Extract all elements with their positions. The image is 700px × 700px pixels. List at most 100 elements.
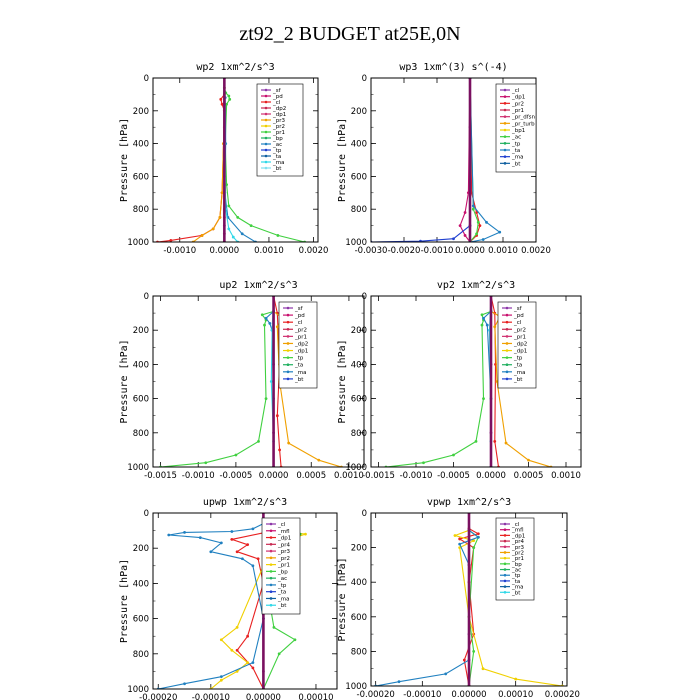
- panel-title: vp2 1xm^2/s^3: [437, 280, 515, 291]
- legend-entry: _pr2: [511, 101, 524, 107]
- y-tick-label: 800: [351, 205, 367, 215]
- legend-entry: _pr1: [511, 108, 524, 114]
- series-point-ta: [209, 550, 213, 554]
- legend-entry: _ta: [277, 590, 286, 596]
- legend-marker: [269, 597, 273, 600]
- chart-panel-4: vp2 1xm^2/s^3 Pressure [hPa] 0 200 400 600 800…: [337, 280, 582, 481]
- legend-entry: _mfl: [511, 528, 524, 534]
- legend-marker: [505, 363, 509, 367]
- y-tick-label: 600: [351, 172, 367, 182]
- legend-entry: _pr1: [272, 130, 285, 136]
- series-point-bp: [272, 626, 276, 629]
- y-tick-label: 1000: [127, 463, 149, 473]
- series-point-dp1: [251, 666, 255, 670]
- legend-marker: [264, 100, 268, 104]
- legend-entry: _pr4: [277, 542, 291, 548]
- series-point-dp1: [246, 543, 250, 547]
- legend-entry: _pr2: [294, 327, 307, 333]
- legend-entry: _dp2: [513, 341, 527, 347]
- plot-frame: [152, 77, 319, 243]
- legend-marker: [503, 528, 507, 531]
- legend-entry: _ta: [511, 148, 520, 154]
- series-point-pr2: [478, 224, 482, 228]
- series-line-tp: [371, 78, 471, 242]
- series-point-bp: [293, 638, 297, 642]
- chart-panel-6: vpwp 1xm^2/s^3 Pressure [hPa] 0 200 400 600 80…: [337, 497, 580, 700]
- legend-marker: [264, 142, 268, 146]
- series-point-dp1: [480, 313, 484, 317]
- series-point-ta: [251, 527, 255, 531]
- series-point-dp1: [230, 538, 234, 541]
- y-tick-label: 800: [133, 429, 149, 439]
- legend-entry: _cl: [277, 522, 286, 528]
- series-point-pr2: [527, 458, 530, 462]
- y-tick-label: 600: [133, 395, 149, 405]
- series-point-pr3: [481, 667, 485, 671]
- legend-box: [256, 83, 304, 177]
- legend-marker: [264, 94, 268, 98]
- legend-entry: _ta: [513, 363, 522, 369]
- series-point-dp1: [264, 397, 268, 400]
- panel-title: wp2 1xm^2/s^3: [196, 62, 274, 73]
- series-point-cl: [278, 448, 281, 452]
- legend-marker: [286, 363, 290, 367]
- panel-title: upwp 1xm^2/s^3: [203, 497, 287, 508]
- legend-entry: _pr3: [511, 545, 525, 551]
- series-point-pr3: [453, 534, 457, 537]
- legend-entry: _ma: [513, 370, 525, 376]
- legend-marker: [503, 573, 507, 577]
- plot-frame: [370, 295, 582, 468]
- x-tick-label: 0.0010: [551, 471, 581, 481]
- series-point-pr3: [219, 678, 223, 682]
- legend-marker: [503, 568, 507, 571]
- x-tick-label: 0.0020: [521, 246, 551, 256]
- y-tick-label: 600: [133, 615, 149, 625]
- legend-marker: [264, 136, 268, 140]
- chart-panel-2: wp3 1xm^(3) s^(-4) Pressure [hPa] 0 200 400 6…: [337, 62, 551, 256]
- legend-entry: _ma: [277, 596, 289, 602]
- legend-marker: [503, 539, 507, 543]
- legend: _cl_mfl_dp1_pr4_pr3_pr2_pr1_bp_ac_tp_ta_…: [495, 517, 535, 601]
- legend-marker: [503, 585, 507, 588]
- series-point-bp: [227, 204, 231, 208]
- legend-entry: _ma: [511, 585, 523, 591]
- legend-entry: _tp: [277, 583, 287, 589]
- legend-entry: _cl: [272, 100, 281, 106]
- legend: _sf_pd_cl_pr2_pr1_dp2 _dp1_tp_ta_ma_bt: [278, 301, 318, 389]
- legend-marker: [505, 349, 509, 352]
- legend: _sf_pd_cl_dp2_dp1_pr3_pr2_pr1_bp_ac_tp_t…: [256, 83, 304, 177]
- y-tick-label: 0: [362, 292, 367, 302]
- series-point-dp1: [263, 323, 266, 327]
- series-line-bt: [223, 78, 239, 242]
- series-point-bp: [227, 94, 231, 98]
- series-point-bt: [269, 380, 273, 383]
- series-point-dp1: [463, 234, 467, 237]
- series-point-cl: [493, 439, 497, 443]
- legend-marker: [505, 335, 509, 338]
- x-tick-label: 0.0005: [296, 471, 326, 481]
- series-point-ta: [183, 682, 186, 686]
- series-point-ta: [240, 557, 244, 561]
- legend-marker: [503, 556, 507, 560]
- series-point-tp: [485, 323, 489, 327]
- legend-marker: [503, 142, 507, 145]
- legend-marker: [503, 162, 507, 165]
- legend-marker: [269, 603, 273, 607]
- series-group: [371, 78, 502, 242]
- y-tick-label: 400: [351, 140, 367, 150]
- series-point-pr3: [235, 626, 239, 629]
- series-line-dp1: [160, 310, 274, 467]
- legend-entry: _cl: [513, 320, 522, 326]
- y-axis-label: Pressure [hPa]: [337, 339, 348, 423]
- series-point-dp1: [257, 439, 260, 443]
- legend-marker: [264, 88, 268, 92]
- series-line-ta: [158, 523, 264, 689]
- legend-marker: [503, 115, 507, 118]
- figure-title: zt92_2 BUDGET at25E,0N: [239, 23, 460, 45]
- legend-marker: [503, 155, 507, 158]
- y-tick-label: 0: [362, 74, 367, 84]
- y-axis-label: Pressure [hPa]: [337, 557, 348, 641]
- legend-entry: _bp: [272, 136, 283, 142]
- legend-entry: _ta: [272, 154, 281, 160]
- series-point-bp1: [471, 207, 475, 211]
